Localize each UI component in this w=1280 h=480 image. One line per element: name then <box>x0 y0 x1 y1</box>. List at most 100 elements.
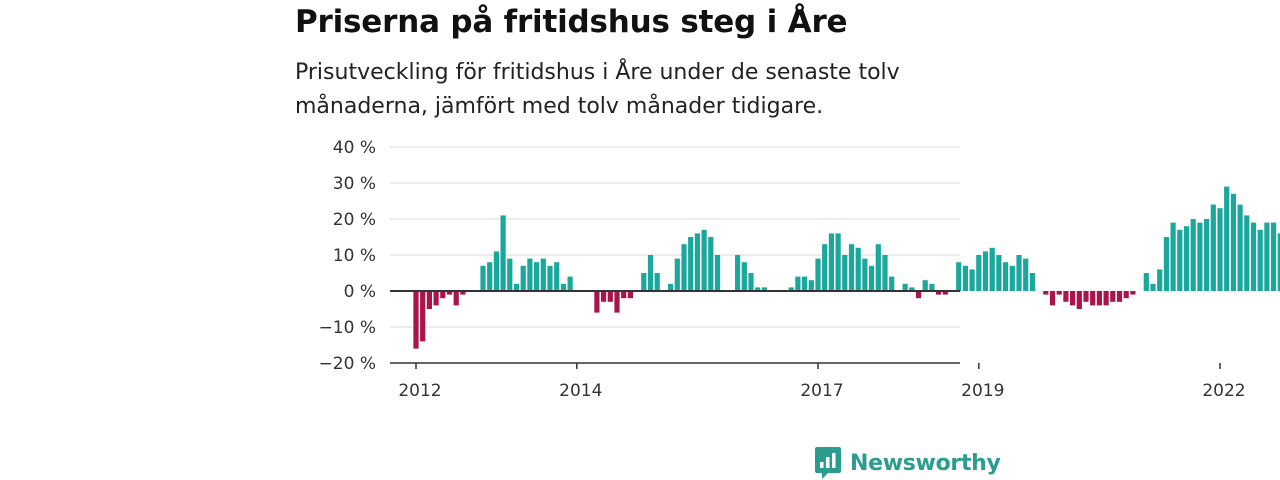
bar <box>694 233 700 291</box>
bar <box>982 251 989 291</box>
bar <box>875 244 881 291</box>
bar <box>1090 291 1096 306</box>
bar <box>1130 291 1136 295</box>
y-tick-label: 20 % <box>333 210 376 230</box>
bar <box>540 258 546 291</box>
bar <box>842 255 848 291</box>
bar <box>882 255 888 291</box>
bar <box>446 291 453 295</box>
bar <box>976 255 982 291</box>
bar <box>761 287 767 291</box>
bar <box>621 291 627 299</box>
bar <box>1271 222 1277 291</box>
bar <box>1264 222 1270 291</box>
bar <box>1277 233 1280 291</box>
bar <box>1116 291 1123 302</box>
bar <box>1076 291 1082 309</box>
y-tick-label: 10 % <box>333 246 376 266</box>
bar <box>835 233 841 291</box>
bar <box>848 244 855 291</box>
chart-title: Priserna på fritidshus steg i Åre <box>295 4 848 40</box>
bar <box>1210 204 1216 291</box>
bar <box>862 258 868 291</box>
bar <box>701 229 707 291</box>
bar <box>460 291 466 295</box>
bar <box>1070 291 1076 306</box>
y-tick-label: −10 % <box>319 318 376 338</box>
bar <box>1183 226 1190 291</box>
bar <box>1110 291 1116 302</box>
bar <box>869 265 875 291</box>
bars <box>413 186 1280 349</box>
y-tick-label: 0 % <box>344 282 376 302</box>
bar <box>1023 258 1029 291</box>
bar <box>1190 219 1196 291</box>
bar <box>1056 291 1062 295</box>
bar <box>413 291 419 349</box>
bar <box>668 283 674 291</box>
bar <box>802 276 808 291</box>
bar <box>909 287 915 291</box>
newsworthy-logo-icon <box>815 447 841 479</box>
y-tick-label: 30 % <box>333 174 376 194</box>
bar <box>607 291 613 302</box>
bar <box>714 255 721 291</box>
bar <box>453 291 459 306</box>
bar <box>1237 204 1243 291</box>
newsworthy-logo[interactable]: Newsworthy <box>814 446 1001 480</box>
bar <box>815 258 821 291</box>
gridlines <box>390 146 960 364</box>
bar <box>681 244 687 291</box>
bar <box>1009 265 1015 291</box>
bar <box>614 291 620 313</box>
bar <box>594 291 600 313</box>
bar <box>513 283 520 291</box>
bar <box>936 291 942 295</box>
bar <box>1016 255 1022 291</box>
bar <box>1063 291 1069 302</box>
bar <box>962 265 968 291</box>
bar <box>1096 291 1102 306</box>
bar <box>1217 208 1223 291</box>
bar <box>554 262 560 291</box>
bar <box>440 291 446 299</box>
bar <box>547 265 553 291</box>
bar <box>1197 222 1203 291</box>
bar <box>1083 291 1089 302</box>
bar <box>500 215 506 291</box>
bar <box>1157 269 1163 291</box>
bar <box>808 280 814 291</box>
bar <box>1177 229 1183 291</box>
bar <box>748 273 754 291</box>
x-tick-label: 2019 <box>961 381 1004 401</box>
bar <box>902 283 908 291</box>
y-tick-label: 40 % <box>333 138 376 158</box>
bar <box>969 269 975 291</box>
bar <box>1170 222 1176 291</box>
bar <box>480 265 486 291</box>
chart-subtitle: Prisutveckling för fritidshus i Åre unde… <box>295 60 900 119</box>
bar <box>420 291 426 342</box>
bar <box>507 258 513 291</box>
bar <box>1150 283 1156 291</box>
bar <box>989 247 995 291</box>
bar <box>1029 273 1035 291</box>
bar <box>735 255 741 291</box>
bar <box>889 276 895 291</box>
bar <box>433 291 439 306</box>
bar <box>1143 273 1149 291</box>
bar <box>828 233 834 291</box>
bar <box>487 262 493 291</box>
bar <box>654 273 660 291</box>
x-tick-label: 2012 <box>398 381 441 401</box>
bar <box>1049 291 1056 306</box>
bar <box>1250 222 1257 291</box>
bar <box>915 291 922 299</box>
bar <box>534 262 540 291</box>
bar <box>741 262 747 291</box>
bar <box>567 276 573 291</box>
bar <box>755 287 761 291</box>
bar <box>520 265 526 291</box>
bar <box>929 283 935 291</box>
